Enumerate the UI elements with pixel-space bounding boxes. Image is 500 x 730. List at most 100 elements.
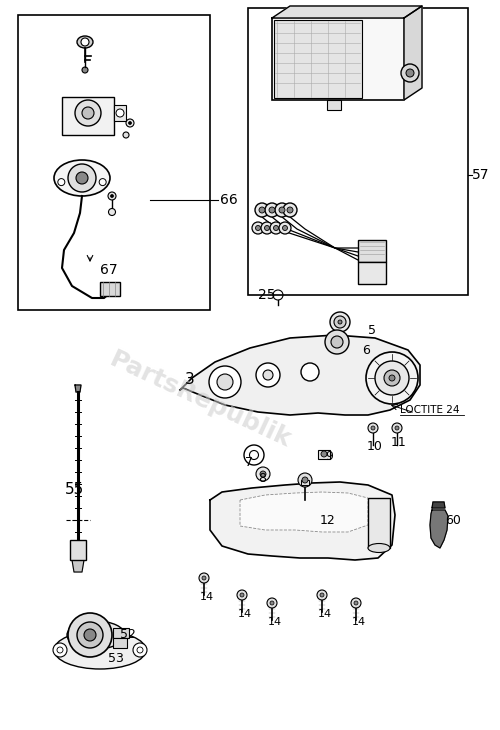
Text: 7: 7 [245, 456, 253, 469]
Polygon shape [75, 385, 81, 392]
Text: 57: 57 [472, 168, 490, 182]
Circle shape [256, 363, 280, 387]
Circle shape [250, 450, 258, 459]
Ellipse shape [54, 160, 110, 196]
Text: 10: 10 [367, 440, 383, 453]
Circle shape [384, 370, 400, 386]
Circle shape [116, 109, 124, 117]
Circle shape [76, 172, 88, 184]
Circle shape [240, 593, 244, 597]
Bar [113, 628, 129, 638]
Circle shape [279, 207, 285, 213]
Circle shape [68, 164, 96, 192]
Text: 25: 25 [258, 288, 276, 302]
Circle shape [123, 132, 129, 138]
Text: 8: 8 [258, 472, 266, 485]
Text: PartsRepublik: PartsRepublik [106, 347, 294, 453]
Circle shape [259, 207, 265, 213]
Circle shape [252, 222, 264, 234]
Bar [248, 8, 468, 295]
Circle shape [330, 312, 350, 332]
Ellipse shape [77, 36, 93, 48]
Circle shape [371, 426, 375, 430]
Circle shape [283, 203, 297, 217]
Circle shape [282, 226, 288, 231]
Text: 14: 14 [352, 617, 366, 627]
Circle shape [126, 119, 134, 127]
Circle shape [199, 573, 209, 583]
Bar [358, 262, 386, 284]
Bar [113, 638, 127, 648]
Text: 67: 67 [100, 263, 117, 277]
Circle shape [368, 423, 378, 433]
Circle shape [395, 426, 399, 430]
Circle shape [270, 601, 274, 605]
Circle shape [128, 121, 132, 125]
Bar [301, 480, 309, 485]
Circle shape [202, 576, 206, 580]
Bar [327, 100, 341, 110]
Circle shape [82, 107, 94, 119]
Circle shape [256, 226, 260, 231]
Circle shape [108, 192, 116, 200]
Polygon shape [430, 510, 448, 548]
Polygon shape [210, 482, 395, 560]
Bar [318, 450, 330, 459]
Polygon shape [272, 6, 422, 18]
Bar [368, 498, 390, 548]
Polygon shape [432, 502, 445, 508]
Bar [114, 105, 126, 121]
Circle shape [237, 590, 247, 600]
Text: 3: 3 [185, 372, 195, 388]
Text: 14: 14 [238, 609, 252, 619]
Circle shape [392, 423, 402, 433]
Text: 14: 14 [268, 617, 282, 627]
Circle shape [68, 613, 112, 657]
Circle shape [298, 473, 312, 487]
Text: 60: 60 [445, 513, 461, 526]
Circle shape [110, 194, 114, 198]
Circle shape [53, 643, 67, 657]
Circle shape [270, 222, 282, 234]
Text: 14: 14 [318, 609, 332, 619]
Circle shape [263, 370, 273, 380]
Bar [274, 20, 362, 98]
Text: 5: 5 [368, 323, 376, 337]
Circle shape [317, 590, 327, 600]
Circle shape [279, 222, 291, 234]
Circle shape [325, 330, 349, 354]
Circle shape [77, 622, 103, 648]
Circle shape [354, 601, 358, 605]
Text: 14: 14 [200, 592, 214, 602]
Bar [358, 240, 386, 262]
Circle shape [75, 100, 101, 126]
Circle shape [389, 375, 395, 381]
Text: LOCTITE 24: LOCTITE 24 [400, 405, 460, 415]
Circle shape [275, 203, 289, 217]
Circle shape [209, 366, 241, 398]
Circle shape [274, 226, 278, 231]
Circle shape [133, 643, 147, 657]
Circle shape [84, 629, 96, 641]
Text: 9: 9 [325, 450, 333, 464]
Text: 53: 53 [108, 651, 124, 664]
Ellipse shape [67, 621, 125, 649]
Circle shape [261, 222, 273, 234]
Text: 12: 12 [320, 513, 336, 526]
Circle shape [255, 203, 269, 217]
Circle shape [264, 226, 270, 231]
Polygon shape [72, 560, 84, 572]
Circle shape [301, 363, 319, 381]
Circle shape [267, 598, 277, 608]
Circle shape [321, 451, 327, 457]
Circle shape [351, 598, 361, 608]
Circle shape [82, 67, 88, 73]
Circle shape [58, 179, 65, 185]
Circle shape [331, 336, 343, 348]
Circle shape [302, 477, 308, 483]
Circle shape [334, 316, 346, 328]
Bar [62, 97, 114, 135]
Circle shape [401, 64, 419, 82]
Text: 6: 6 [362, 344, 370, 356]
Polygon shape [240, 492, 368, 532]
